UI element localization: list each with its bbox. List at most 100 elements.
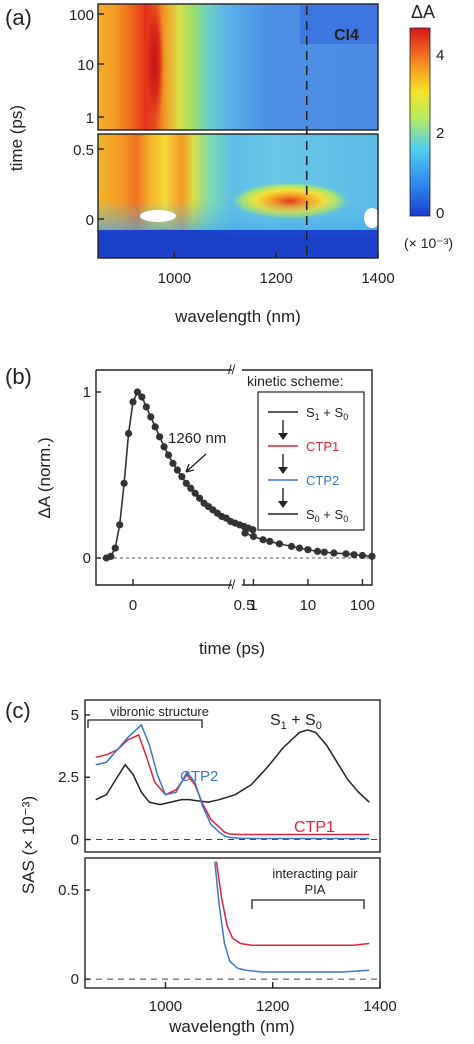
- kinetics-x-tick-3: 10: [300, 597, 317, 614]
- kinetics-point: [368, 552, 376, 560]
- kinetics-point: [320, 548, 328, 556]
- kinetics-point: [295, 544, 304, 552]
- tick-y-0.5: 0.5: [73, 142, 94, 159]
- sas-bottom-y-tick-0: 0: [71, 971, 79, 988]
- sas-bottom-series-2: [214, 861, 370, 973]
- sas-bottom-y-tick-1: 0.5: [58, 882, 79, 899]
- sas-top-series-1: [95, 733, 370, 836]
- kinetics-point: [116, 521, 124, 529]
- kinetics-point: [124, 429, 133, 438]
- sas-x-tick-1: 1200: [256, 998, 289, 1015]
- heatmap-x-ticks: 1000 1200 1400: [158, 252, 395, 287]
- kinetics-y-label: ΔA (norm.): [35, 437, 54, 518]
- vibronic-label: vibronic structure: [110, 704, 209, 719]
- kinetics-x-label: time (ps): [199, 639, 265, 658]
- panel-b-label: (b): [5, 364, 32, 389]
- sas-top-y-tick-2: 5: [71, 707, 79, 724]
- kinetics-point: [164, 451, 173, 459]
- colorbar-tick-4: 4: [436, 47, 444, 64]
- heatmap-y-label: time (ps): [7, 105, 26, 171]
- sas-top-series-2: [95, 723, 370, 840]
- kinetics-point: [304, 546, 312, 554]
- sas-top-series-0: [95, 729, 370, 806]
- annotation-arrow: [185, 453, 207, 473]
- svg-text://: //: [228, 577, 236, 592]
- kinetics-point: [249, 526, 257, 534]
- kinetics-axes: // //: [95, 362, 373, 592]
- kinetics-point: [259, 536, 267, 544]
- heatmap-x-tick-2: 1400: [361, 270, 394, 287]
- kinetics-point: [120, 479, 128, 487]
- sas-bottom-plot: [85, 861, 380, 980]
- heatmap-x-label: wavelength (nm): [174, 307, 301, 326]
- kinetics-point: [330, 549, 338, 557]
- sas-top-frame: [84, 699, 381, 853]
- heatmap-x-tick-0: 1000: [158, 270, 191, 287]
- kinetics-point: [111, 544, 119, 552]
- kinetics-point: [147, 413, 155, 421]
- pair-label-line2: PIA: [305, 882, 326, 897]
- colorbar: ΔA 0 2 4 (× 10⁻³): [404, 2, 453, 251]
- sas-x-tick-0: 1000: [149, 998, 182, 1015]
- kinetics-point: [142, 403, 150, 411]
- kinetics-point: [187, 484, 195, 492]
- kinetics-point: [169, 459, 177, 467]
- pair-label-line1: interacting pair: [272, 866, 358, 881]
- ctp2-label: CTP2: [180, 768, 218, 785]
- pair-bracket: [251, 899, 365, 909]
- scheme-arrowhead-1: [278, 467, 288, 474]
- scheme-label-2: CTP2: [306, 473, 339, 488]
- kinetics-point: [358, 551, 367, 560]
- kinetics-point: [173, 466, 181, 474]
- kinetics-point: [313, 547, 322, 555]
- kinetics-point: [133, 388, 142, 396]
- vibronic-bracket: [87, 719, 203, 728]
- kinetics-point: [107, 552, 115, 560]
- sample-label: CI4: [334, 27, 359, 44]
- kinetics-x-ticks: 0 0.51 10 100: [129, 579, 375, 614]
- heatmap-top: [98, 4, 378, 130]
- kinetics-point: [350, 551, 358, 559]
- heatmap-top-frame: [97, 3, 379, 131]
- tick-y-1: 1: [86, 110, 94, 127]
- heatmap-y-ticks: 100 10 1 0.5 0: [69, 7, 104, 229]
- tick-y-10: 10: [77, 57, 94, 74]
- scheme-label-1: CTP1: [306, 439, 339, 454]
- sas-top-y-tick-1: 2.5: [58, 769, 79, 786]
- sas-bottom-series-1: [215, 861, 370, 947]
- kinetics-x-tick-4: 100: [350, 597, 375, 614]
- kinetics-point: [191, 489, 199, 497]
- kinetics-x-tick-2: 1: [249, 597, 257, 614]
- colorbar-tick-2: 2: [436, 125, 444, 142]
- heatmap-bottom-frame: [97, 133, 379, 259]
- kinetics-point: [151, 423, 159, 431]
- sas-top-y-tick-0: 0: [71, 832, 79, 849]
- ctp1-label: CTP1: [294, 819, 335, 836]
- kinetics-point: [178, 473, 186, 481]
- svg-text://: //: [228, 362, 236, 377]
- colorbar-unit: (× 10⁻³): [404, 235, 453, 251]
- kinetics-x-tick-0: 0: [129, 597, 137, 614]
- kinetics-y-tick-1: 1: [83, 384, 91, 401]
- kinetics-point: [129, 398, 137, 406]
- kinetics-point: [249, 532, 258, 541]
- colorbar-label: ΔA: [411, 2, 435, 22]
- sas-ticks: 1000 1200 1400 0 2.5 5 0 0.5: [58, 707, 397, 1015]
- heatmap-x-tick-1: 1200: [259, 270, 292, 287]
- scheme-title: kinetic scheme:: [247, 373, 343, 389]
- scheme-arrowhead-2: [278, 501, 288, 508]
- kinetics-point: [182, 479, 190, 487]
- tick-y-0: 0: [86, 212, 94, 229]
- colorbar-tick-0: 0: [436, 205, 444, 222]
- heatmap-bottom: [98, 134, 378, 258]
- kinetics-x-tick-1: 0.5: [234, 597, 255, 614]
- scheme-arrowhead-0: [278, 433, 288, 440]
- kinetics-point: [160, 443, 168, 451]
- kinetics-point: [196, 494, 204, 502]
- sas-y-label: SAS (× 10⁻³): [19, 796, 38, 894]
- panel-c-label: (c): [5, 698, 31, 723]
- kinetics-point: [275, 540, 284, 548]
- kinetics-point: [342, 550, 350, 558]
- kinetic-scheme-legend: kinetic scheme: S1 + S0 CTP1 CTP2 S0 + S0: [247, 373, 365, 531]
